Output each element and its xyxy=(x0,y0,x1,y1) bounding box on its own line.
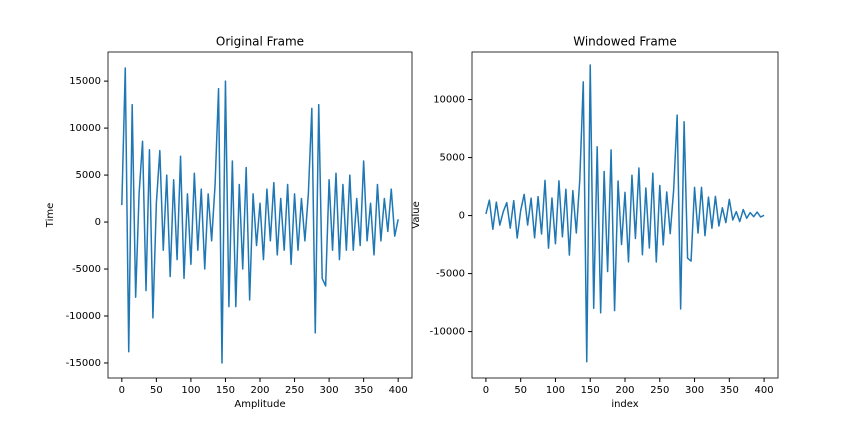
y-tick-label: 0 xyxy=(459,211,465,222)
y-tick-label: -15000 xyxy=(66,358,101,369)
x-axis-label: Amplitude xyxy=(234,399,285,410)
axes-frame xyxy=(107,51,413,379)
x-tick-label: 400 xyxy=(389,385,408,396)
data-line xyxy=(485,64,765,363)
x-tick-label: 150 xyxy=(216,385,235,396)
x-tick-label: 300 xyxy=(320,385,339,396)
x-tick-label: 100 xyxy=(181,385,200,396)
x-tick-label: 150 xyxy=(581,385,600,396)
x-tick-label: 350 xyxy=(354,385,373,396)
y-tick-label: 0 xyxy=(95,217,101,228)
axes-frame xyxy=(471,51,779,379)
data-line xyxy=(121,67,399,364)
y-tick-label: -10000 xyxy=(430,327,465,338)
x-tick-label: 50 xyxy=(514,385,527,396)
subplot: Original Frame Amplitude Time 0 50 100 150 200 2… xyxy=(45,35,413,410)
y-axis-label: Value xyxy=(411,201,422,228)
x-axis-label: index xyxy=(611,399,638,410)
x-tick-label: 200 xyxy=(250,385,269,396)
y-tick-label: -10000 xyxy=(66,311,101,322)
x-tick-label: 300 xyxy=(685,385,704,396)
subplot: Windowed Frame index Value 0 50 100 150 200 250 3… xyxy=(411,35,779,410)
y-tick-label: 15000 xyxy=(69,76,101,87)
x-tick-label: 100 xyxy=(546,385,565,396)
y-tick-label: -5000 xyxy=(436,269,465,280)
y-tick-label: -5000 xyxy=(72,264,101,275)
y-axis-label: Time xyxy=(45,203,56,228)
x-tick-label: 0 xyxy=(483,385,489,396)
x-tick-label: 250 xyxy=(285,385,304,396)
x-tick-label: 350 xyxy=(720,385,739,396)
x-tick-label: 400 xyxy=(755,385,774,396)
x-tick-label: 200 xyxy=(615,385,634,396)
y-tick-label: 10000 xyxy=(69,123,101,134)
y-tick-label: 5000 xyxy=(76,170,101,181)
x-tick-label: 0 xyxy=(119,385,125,396)
chart-title: Original Frame xyxy=(216,35,304,49)
x-tick-label: 250 xyxy=(650,385,669,396)
y-tick-label: 10000 xyxy=(433,95,465,106)
y-tick-label: 5000 xyxy=(440,153,465,164)
chart-title: Windowed Frame xyxy=(573,35,677,49)
x-tick-label: 50 xyxy=(150,385,163,396)
